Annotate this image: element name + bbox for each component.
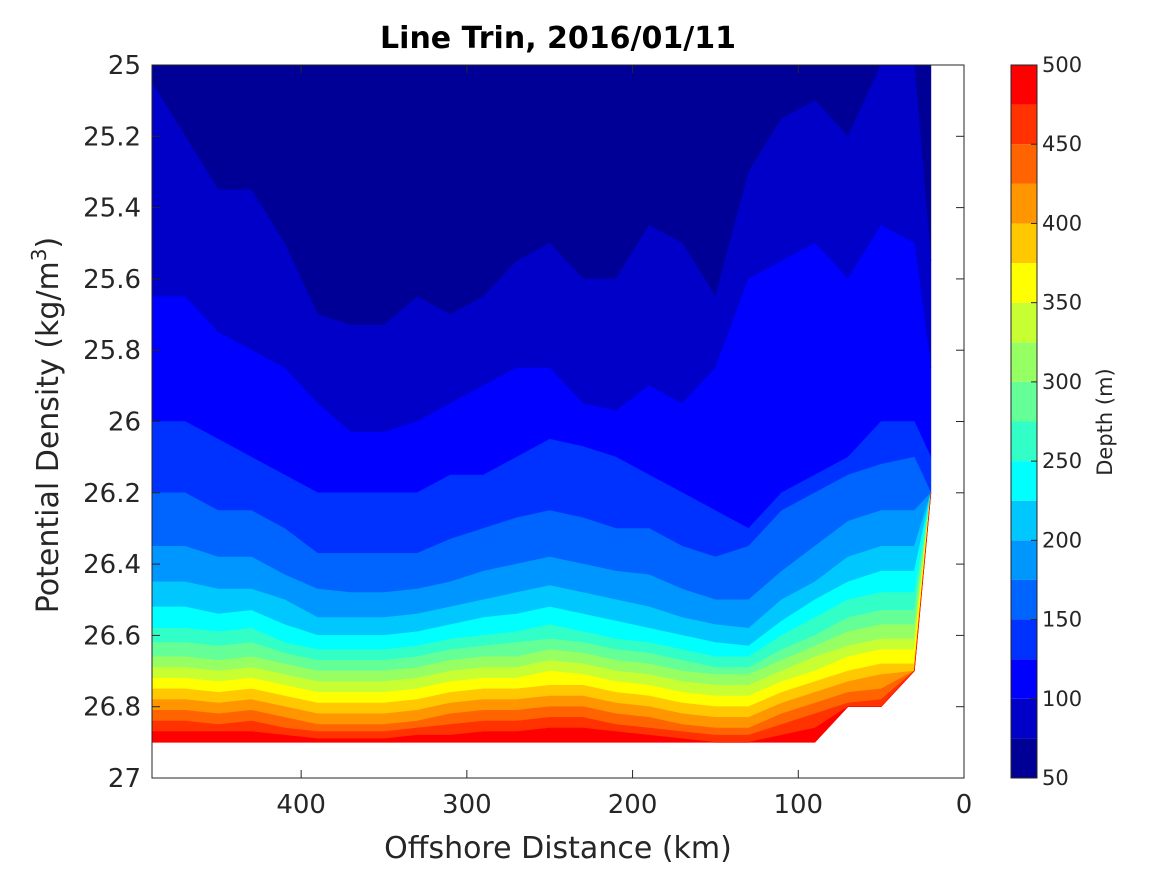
- y-tick-label: 25: [108, 51, 141, 81]
- colorbar-tick-label: 350: [1042, 291, 1082, 315]
- y-axis: 25 25.2 25.4 25.6 25.8 26 26.2 26.4 26.6 26.8 27: [83, 51, 964, 794]
- colorbar-band: [1011, 381, 1037, 422]
- x-tick-label: 300: [442, 790, 492, 820]
- colorbar-band: [1011, 579, 1037, 620]
- y-axis-label: Potential Density (kg/m3): [27, 237, 66, 613]
- colorbar-band: [1011, 500, 1037, 541]
- y-tick-label: 25.6: [83, 265, 141, 295]
- y-tick-label: 26.6: [83, 621, 141, 651]
- colorbar-band: [1011, 144, 1037, 184]
- x-tick-label: 400: [276, 790, 326, 820]
- chart-title: Line Trin, 2016/01/11: [380, 21, 736, 56]
- colorbar-band: [1011, 698, 1037, 739]
- colorbar-tick-label: 100: [1042, 687, 1082, 711]
- colorbar-band: [1011, 540, 1037, 580]
- y-tick-label: 26.4: [83, 550, 141, 580]
- colorbar-band: [1011, 65, 1037, 105]
- y-tick-label: 26.8: [83, 693, 141, 723]
- x-tick-label: 100: [773, 790, 823, 820]
- x-tick-label: 0: [956, 790, 973, 820]
- colorbar-band: [1011, 619, 1037, 660]
- colorbar-band: [1011, 183, 1037, 224]
- colorbar-ticks: 50 100 150 200 250 300 350 400 450 500: [1031, 53, 1082, 790]
- colorbar-band: [1011, 104, 1037, 145]
- y-tick-label: 27: [108, 764, 141, 794]
- colorbar-tick-label: 150: [1042, 608, 1082, 632]
- colorbar-tick-label: 250: [1042, 449, 1082, 473]
- colorbar-band: [1011, 342, 1037, 382]
- y-tick-label: 25.8: [83, 336, 141, 366]
- colorbar-tick-label: 450: [1042, 132, 1082, 156]
- colorbar-band: [1011, 302, 1037, 343]
- x-axis: 400 300 200 100 0: [276, 65, 972, 820]
- y-tick-label: 25.4: [83, 194, 141, 224]
- colorbar-tick-label: 500: [1042, 53, 1082, 77]
- colorbar-tick-label: 200: [1042, 528, 1082, 552]
- colorbar-frame: [1010, 64, 1038, 779]
- y-tick-label: 25.2: [83, 122, 141, 152]
- x-axis-label: Offshore Distance (km): [384, 831, 732, 866]
- y-tick-label: 26.2: [83, 479, 141, 509]
- colorbar-tick-label: 300: [1042, 370, 1082, 394]
- contour-fill: [151, 64, 932, 743]
- contour-band: [151, 492, 932, 743]
- y-tick-label: 26: [108, 408, 141, 438]
- colorbar-band: [1011, 659, 1037, 699]
- colorbar-label: Depth (m): [1093, 368, 1117, 475]
- colorbar-band: [1011, 461, 1037, 501]
- colorbar-tick-label: 400: [1042, 211, 1082, 235]
- colorbar: [1010, 64, 1038, 779]
- colorbar-band: [1011, 738, 1037, 778]
- colorbar-tick-label: 50: [1042, 766, 1069, 790]
- colorbar-band: [1011, 421, 1037, 462]
- colorbar-band: [1011, 263, 1037, 303]
- colorbar-band: [1011, 223, 1037, 264]
- x-tick-label: 200: [608, 790, 658, 820]
